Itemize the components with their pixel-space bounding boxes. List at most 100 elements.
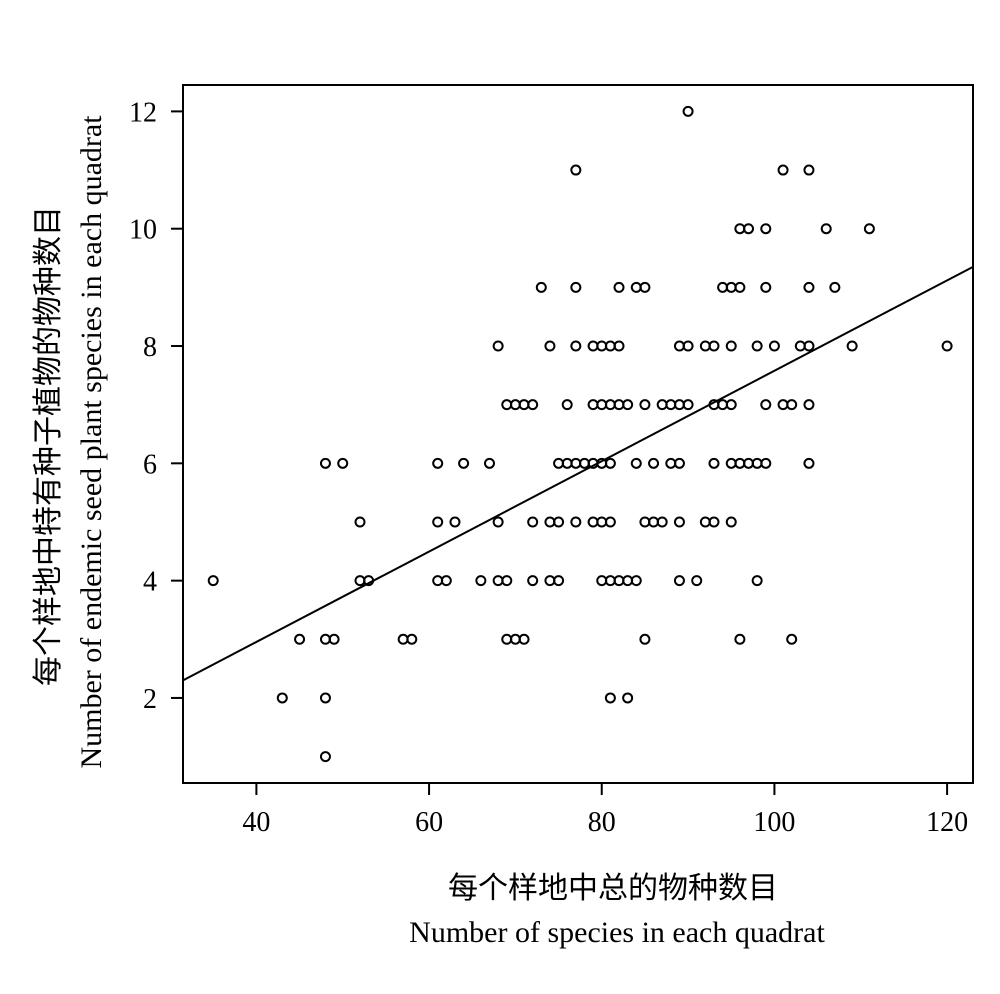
data-point bbox=[604, 516, 616, 528]
y-axis: 2 4 6 8 10 12 bbox=[129, 97, 183, 715]
data-point bbox=[820, 223, 832, 235]
data-point bbox=[682, 399, 694, 411]
data-point bbox=[604, 457, 616, 469]
data-point bbox=[734, 281, 746, 293]
data-point bbox=[337, 457, 349, 469]
data-point bbox=[941, 340, 953, 352]
data-point bbox=[630, 457, 642, 469]
data-point bbox=[294, 633, 306, 645]
x-axis-title-cn: 每个样地中总的物种数目 bbox=[448, 872, 778, 905]
data-point bbox=[751, 340, 763, 352]
data-point bbox=[863, 223, 875, 235]
y-axis-title-cn: 每个样地中特有种子植物的物种数目 bbox=[32, 206, 65, 686]
y-tick-label: 2 bbox=[143, 684, 157, 715]
data-point bbox=[319, 692, 331, 704]
x-axis-title-en: Number of species in each quadrat bbox=[409, 916, 825, 949]
data-point bbox=[725, 399, 737, 411]
x-axis: 40 60 80 100 120 bbox=[242, 783, 968, 838]
data-point bbox=[803, 340, 815, 352]
data-point bbox=[207, 575, 219, 587]
data-point bbox=[354, 516, 366, 528]
data-point bbox=[553, 516, 565, 528]
data-point bbox=[803, 164, 815, 176]
data-point bbox=[630, 575, 642, 587]
y-tick-label: 4 bbox=[143, 567, 157, 598]
x-tick-label: 40 bbox=[242, 807, 270, 838]
y-tick-label: 8 bbox=[143, 332, 157, 363]
data-point bbox=[544, 340, 556, 352]
data-point bbox=[432, 457, 444, 469]
data-point bbox=[760, 223, 772, 235]
data-point bbox=[829, 281, 841, 293]
data-point bbox=[725, 340, 737, 352]
data-point bbox=[760, 281, 772, 293]
data-point bbox=[319, 751, 331, 763]
data-point bbox=[570, 340, 582, 352]
data-point bbox=[622, 692, 634, 704]
y-tick-label: 10 bbox=[129, 215, 157, 246]
data-point bbox=[492, 340, 504, 352]
data-point bbox=[458, 457, 470, 469]
data-point bbox=[501, 575, 513, 587]
data-point bbox=[708, 457, 720, 469]
data-point bbox=[319, 457, 331, 469]
data-point bbox=[604, 692, 616, 704]
data-point bbox=[803, 281, 815, 293]
data-point bbox=[743, 223, 755, 235]
data-point bbox=[639, 281, 651, 293]
plot-frame bbox=[182, 84, 974, 784]
data-point bbox=[518, 633, 530, 645]
data-point bbox=[751, 575, 763, 587]
data-point bbox=[449, 516, 461, 528]
data-point bbox=[475, 575, 487, 587]
data-point bbox=[708, 516, 720, 528]
data-point bbox=[613, 340, 625, 352]
data-point bbox=[803, 457, 815, 469]
data-point bbox=[622, 399, 634, 411]
data-point bbox=[777, 164, 789, 176]
data-point bbox=[786, 399, 798, 411]
data-point bbox=[527, 516, 539, 528]
data-point bbox=[673, 457, 685, 469]
data-point bbox=[570, 164, 582, 176]
y-axis-title-en: Number of endemic seed plant species in … bbox=[75, 115, 108, 769]
data-point bbox=[673, 575, 685, 587]
data-point bbox=[639, 633, 651, 645]
data-point bbox=[406, 633, 418, 645]
data-point bbox=[673, 516, 685, 528]
data-point bbox=[682, 105, 694, 117]
data-point bbox=[760, 399, 772, 411]
data-point bbox=[760, 457, 772, 469]
data-point bbox=[570, 281, 582, 293]
y-tick-label: 12 bbox=[129, 97, 157, 128]
data-point bbox=[691, 575, 703, 587]
data-point bbox=[535, 281, 547, 293]
data-points bbox=[207, 105, 953, 763]
data-point bbox=[276, 692, 288, 704]
data-point bbox=[648, 457, 660, 469]
x-tick-label: 120 bbox=[926, 807, 968, 838]
data-point bbox=[846, 340, 858, 352]
x-tick-label: 100 bbox=[753, 807, 795, 838]
data-point bbox=[484, 457, 496, 469]
x-tick-label: 80 bbox=[588, 807, 616, 838]
data-point bbox=[639, 399, 651, 411]
data-point bbox=[561, 399, 573, 411]
data-point bbox=[553, 575, 565, 587]
data-point bbox=[803, 399, 815, 411]
data-point bbox=[432, 516, 444, 528]
data-point bbox=[440, 575, 452, 587]
x-tick-label: 60 bbox=[415, 807, 443, 838]
data-point bbox=[734, 633, 746, 645]
data-point bbox=[570, 516, 582, 528]
data-point bbox=[492, 516, 504, 528]
data-point bbox=[656, 516, 668, 528]
data-point bbox=[613, 281, 625, 293]
data-point bbox=[708, 340, 720, 352]
data-point bbox=[328, 633, 340, 645]
data-point bbox=[527, 399, 539, 411]
data-point bbox=[768, 340, 780, 352]
data-point bbox=[527, 575, 539, 587]
data-point bbox=[682, 340, 694, 352]
